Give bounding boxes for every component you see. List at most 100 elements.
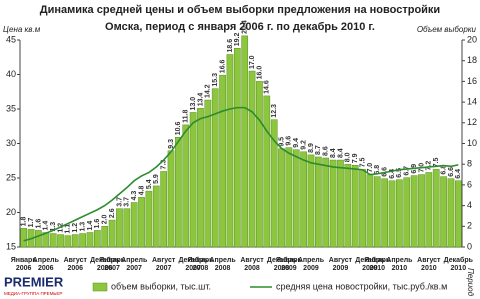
bar — [175, 137, 182, 248]
y-tick-label: 30 — [6, 138, 16, 148]
bar — [35, 230, 42, 248]
bar — [440, 176, 447, 248]
bar-value-label: 11.8 — [183, 110, 190, 123]
bar — [270, 119, 278, 248]
bar — [337, 159, 344, 248]
bar — [233, 48, 241, 248]
x-tick-label: Декабрь 2010 — [443, 257, 473, 272]
bar — [263, 95, 271, 248]
bar-value-label: 17.0 — [249, 55, 256, 69]
bar-value-label: 1.3 — [50, 222, 57, 232]
bar — [94, 230, 101, 248]
bar — [71, 234, 79, 248]
bar-value-label: 7.2 — [426, 161, 433, 171]
y2-tick-label: 10 — [467, 138, 477, 148]
bar — [204, 99, 212, 248]
x-tick-label: Апрель 2008 — [209, 257, 236, 272]
bar — [64, 235, 72, 248]
bar-value-label: 6.6 — [448, 167, 455, 177]
bar-value-label: 9.3 — [168, 139, 175, 149]
bar — [20, 228, 28, 248]
y2-tick-label: 8 — [467, 159, 472, 169]
x-tick-label: Январь 2009 — [275, 257, 302, 272]
y-tick-label: 15 — [6, 241, 16, 251]
x-tick-label: Август 2009 — [328, 257, 353, 272]
x-tick-label: Январь 2007 — [99, 257, 126, 272]
bar-value-label: 12.3 — [271, 104, 278, 118]
bar-value-label: 2.6 — [109, 208, 116, 218]
x-tick-label: Август 2007 — [151, 257, 176, 272]
bar — [432, 169, 440, 248]
bar-value-label: 8.7 — [315, 145, 322, 155]
bar — [307, 154, 315, 248]
bar-value-label: 4.8 — [138, 185, 145, 195]
y-tick-label: 20 — [6, 207, 16, 217]
bar — [219, 74, 226, 248]
bar-value-label: 1.2 — [72, 223, 79, 233]
bar — [226, 54, 234, 248]
bar — [292, 149, 300, 248]
y2-tick-label: 0 — [467, 241, 472, 251]
bar-value-label: 13.4 — [197, 93, 204, 107]
bar — [388, 180, 396, 248]
bar — [211, 88, 219, 248]
chart-title: Динамика средней цены и объем выборки пр… — [40, 4, 440, 16]
y-axis-label: Цена кв.м — [3, 25, 41, 34]
y2-tick-label: 6 — [467, 179, 472, 189]
bar-value-label: 7.5 — [433, 158, 440, 168]
legend-label: объем выборки, тыс.шт. — [111, 281, 211, 291]
bar — [403, 177, 411, 248]
x-tick-label: Август 2006 — [63, 257, 87, 272]
bar-value-label: 1.4 — [43, 221, 50, 231]
bar — [329, 159, 337, 248]
bar-value-label: 8.9 — [308, 143, 315, 153]
bar — [447, 178, 455, 248]
bar-value-label: 8.4 — [337, 148, 344, 158]
x-tick-label: Январь 2006 — [10, 257, 37, 272]
bar — [152, 185, 160, 248]
bar — [189, 112, 197, 248]
bar — [49, 233, 57, 248]
bar-value-label: 1.4 — [87, 221, 94, 231]
y2-tick-label: 14 — [467, 96, 477, 106]
bar-value-label: 6.7 — [404, 166, 411, 176]
bar-value-label: 1.6 — [94, 219, 101, 229]
bar-value-label: 7.5 — [359, 158, 366, 168]
x-tick-label: Декабрь 2007 — [178, 257, 208, 272]
bar — [241, 35, 249, 248]
bar-value-label: 9.5 — [278, 137, 285, 147]
bar-value-label: 1.7 — [28, 218, 35, 228]
bar — [351, 164, 359, 248]
x-tick-label: Декабрь 2009 — [355, 257, 385, 272]
bar — [418, 174, 425, 248]
logo-subtext: МЕДИА-ГРУППА ПРЕМЬЕР — [4, 291, 62, 296]
bar — [285, 147, 293, 248]
bar — [197, 108, 204, 248]
bar-value-label: 9.6 — [286, 136, 293, 146]
bar — [381, 178, 388, 248]
bar — [425, 172, 433, 248]
bar — [248, 70, 256, 248]
bar — [79, 233, 86, 248]
line-series — [23, 106, 459, 242]
bar — [86, 232, 94, 248]
y2-tick-label: 20 — [467, 34, 477, 44]
x-tick-label: Январь 2008 — [187, 257, 214, 272]
bar — [101, 226, 109, 248]
bar-value-label: 1.8 — [21, 217, 28, 227]
bar-value-label: 6.5 — [396, 168, 403, 178]
bar — [123, 208, 131, 248]
bar-value-label: 8.6 — [323, 146, 330, 156]
bar-value-label: 14.6 — [264, 80, 271, 94]
x-tick-label: Апрель 2007 — [121, 257, 148, 272]
bar-value-label: 1.1 — [65, 224, 72, 234]
bar-value-label: 19.2 — [234, 33, 241, 47]
bar-value-label: 5.9 — [153, 174, 160, 184]
bar-value-label: 16.0 — [256, 66, 263, 80]
y-tick-label: 40 — [6, 69, 16, 79]
bar — [57, 234, 64, 248]
y2-tick-label: 12 — [467, 117, 477, 127]
bar-value-label: 3.7 — [116, 197, 123, 207]
y-tick-label: 25 — [6, 172, 16, 182]
